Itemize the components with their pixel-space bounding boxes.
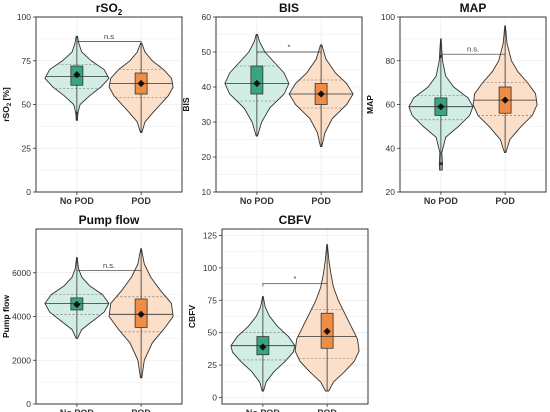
- y-tick-label: 50: [202, 47, 212, 57]
- y-axis-label-text: CBFV: [187, 305, 197, 328]
- x-tick-label: No POD: [60, 408, 95, 412]
- y-tick-label: 80: [386, 56, 396, 66]
- y-tick-label: 100: [17, 12, 31, 22]
- x-tick-label: POD: [131, 408, 151, 412]
- mean-point: [253, 79, 261, 88]
- mean-point: [317, 90, 325, 98]
- y-tick-label: 40: [386, 143, 396, 153]
- y-tick-label: 60: [386, 100, 396, 110]
- y-tick-label: 40: [202, 82, 212, 92]
- mean-point: [73, 71, 81, 79]
- panel-title: CBFV: [279, 213, 312, 227]
- y-tick-label: 30: [202, 117, 212, 127]
- panel-map: No POD POD 20 40 60 80 100 n.s. MAP MAP: [365, 1, 547, 206]
- y-axis-label: MAP: [365, 95, 375, 114]
- significance-label: n.s.: [103, 261, 115, 270]
- significance-bracket: [76, 41, 142, 45]
- y-tick-label: 25: [208, 360, 218, 370]
- y-tick-label: 50: [22, 100, 32, 110]
- x-tick-label: No POD: [240, 196, 275, 206]
- y-axis-label-subscript: 2: [7, 102, 13, 106]
- y-tick-label: 75: [22, 56, 32, 66]
- panel-border: [221, 228, 369, 405]
- y-tick-label: 100: [203, 263, 217, 273]
- mean-point: [323, 327, 331, 336]
- panel-pump-flow: No POD POD 0 2000 4000 6000 n.s. Pump flow Pump …: [1, 213, 183, 412]
- panel-title-text: CBFV: [279, 213, 312, 227]
- y-tick-label: 0: [26, 399, 31, 409]
- y-tick-label: 10: [202, 187, 212, 197]
- significance-label: n.s: [104, 32, 114, 41]
- y-axis-label-text: Pump flow: [1, 295, 11, 338]
- y-axis-label-unit: [%]: [1, 87, 11, 103]
- mean-point: [73, 300, 81, 309]
- mean-point: [137, 79, 145, 88]
- panel-title-subscript: 2: [118, 8, 123, 17]
- panel-title: Pump flow: [79, 213, 140, 227]
- y-tick-label: 4000: [12, 312, 31, 322]
- y-tick-label: 2000: [12, 355, 31, 365]
- x-tick-label: No POD: [424, 196, 459, 206]
- outlier-point: [75, 111, 79, 115]
- panel-title-text: Pump flow: [79, 213, 140, 227]
- y-tick-label: 0: [26, 187, 31, 197]
- significance-label: *: [294, 274, 297, 283]
- y-axis-label-text: rSO: [1, 106, 11, 122]
- panel-title: BIS: [279, 1, 299, 15]
- y-axis-label-text: MAP: [365, 95, 375, 114]
- mean-point: [259, 343, 267, 351]
- mean-point: [501, 96, 509, 104]
- x-tick-label: POD: [495, 196, 515, 206]
- y-axis-label-text: BIS: [181, 97, 191, 112]
- y-tick-label: 25: [22, 143, 32, 153]
- y-tick-label: 60: [202, 12, 212, 22]
- significance-label: n.s.: [467, 45, 479, 54]
- panel-title-text: BIS: [279, 1, 299, 15]
- y-tick-label: 125: [203, 230, 217, 240]
- y-tick-label: 20: [202, 152, 212, 162]
- significance-bracket: [440, 53, 506, 58]
- panel-border: [215, 16, 363, 193]
- panel-cbfv: No POD POD 0 25 50 75 100 125 * CBFV CBFV: [187, 213, 369, 412]
- panel-title-text: MAP: [460, 1, 487, 15]
- x-tick-label: POD: [131, 196, 151, 206]
- x-tick-label: No POD: [246, 408, 281, 412]
- y-tick-label: 20: [386, 187, 396, 197]
- x-tick-label: No POD: [60, 196, 95, 206]
- panel-bis: No POD POD 10 20 30 40 50 60 * BIS BIS: [181, 1, 363, 206]
- mean-point: [137, 310, 145, 318]
- x-tick-label: POD: [317, 408, 337, 412]
- panel-title: rSO2: [96, 1, 123, 17]
- panel-title: MAP: [460, 1, 487, 15]
- y-axis-label: rSO2 [%]: [1, 87, 13, 122]
- significance-bracket: [262, 283, 328, 287]
- y-tick-label: 0: [212, 393, 217, 403]
- y-tick-label: 100: [381, 12, 395, 22]
- y-tick-label: 75: [208, 295, 218, 305]
- panel-title-text: rSO: [96, 1, 118, 15]
- significance-bracket: [256, 51, 322, 55]
- y-axis-label: BIS: [181, 97, 191, 112]
- x-tick-label: POD: [311, 196, 331, 206]
- y-axis-label: Pump flow: [1, 295, 11, 338]
- y-axis-label: CBFV: [187, 305, 197, 328]
- significance-bracket: [76, 270, 142, 274]
- y-tick-label: 6000: [12, 268, 31, 278]
- significance-label: *: [288, 43, 291, 52]
- y-tick-label: 50: [208, 328, 218, 338]
- mean-point: [437, 103, 445, 111]
- outlier-point: [439, 161, 443, 166]
